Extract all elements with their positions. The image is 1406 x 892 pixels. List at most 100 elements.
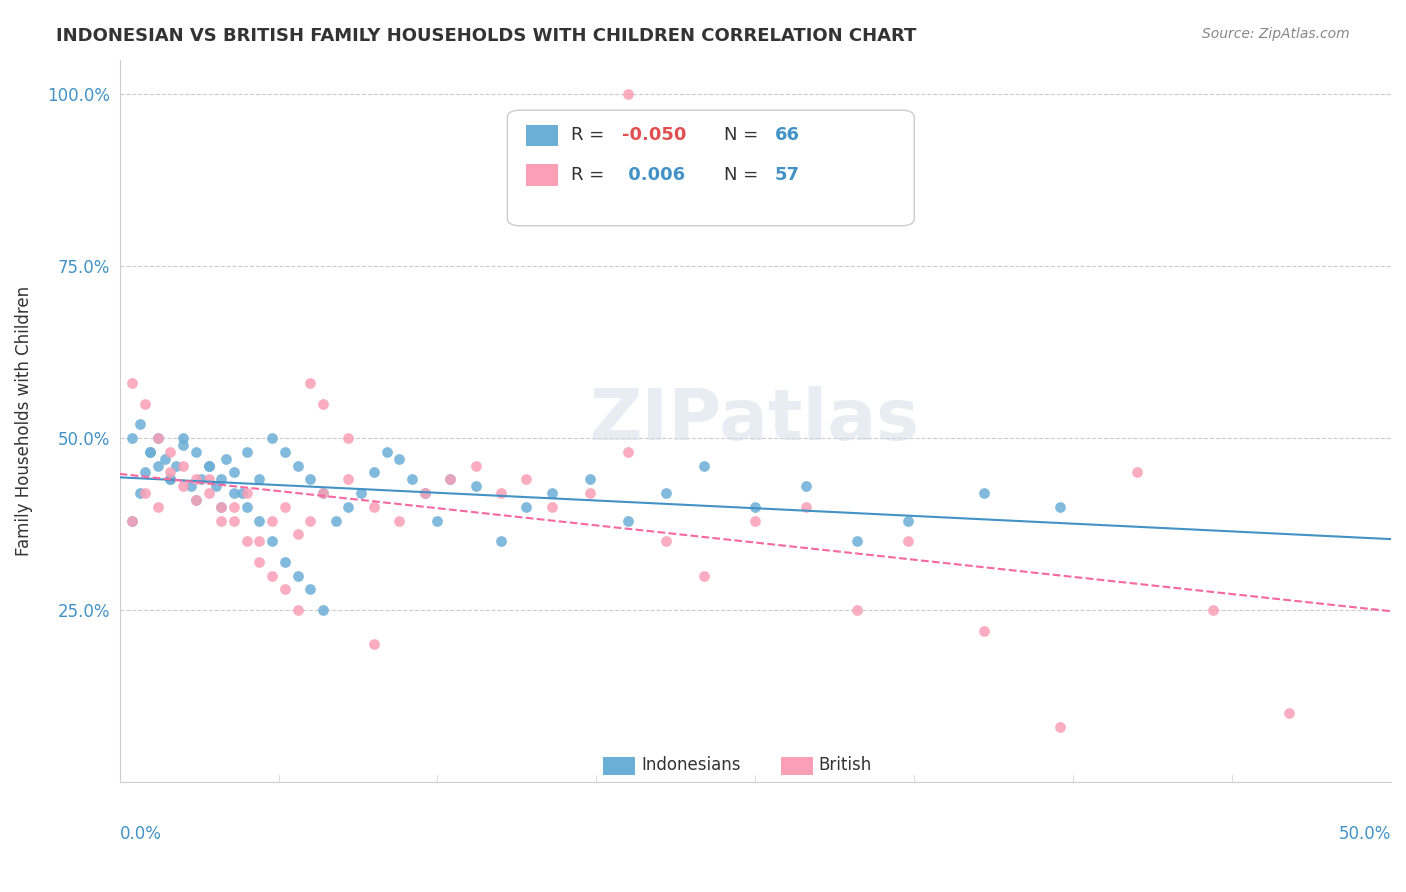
Point	[134, 466, 156, 480]
Text: R =: R =	[571, 127, 610, 145]
Text: 0.006: 0.006	[621, 166, 685, 185]
Point	[846, 603, 869, 617]
Point	[579, 472, 602, 486]
FancyBboxPatch shape	[526, 164, 558, 186]
Point	[172, 479, 194, 493]
Point	[655, 534, 678, 549]
Text: Indonesians: Indonesians	[641, 756, 741, 774]
Point	[205, 479, 228, 493]
Point	[184, 493, 207, 508]
Text: N =: N =	[724, 127, 763, 145]
FancyBboxPatch shape	[508, 111, 914, 226]
Point	[973, 624, 995, 638]
Point	[172, 431, 194, 445]
Point	[489, 534, 512, 549]
Point	[165, 458, 187, 473]
Point	[235, 534, 257, 549]
Point	[1125, 466, 1147, 480]
Point	[197, 472, 219, 486]
Point	[350, 486, 373, 500]
Point	[299, 582, 322, 597]
Point	[209, 514, 232, 528]
Point	[155, 451, 177, 466]
Point	[388, 514, 411, 528]
Point	[413, 486, 436, 500]
Point	[209, 500, 232, 514]
Point	[617, 87, 640, 101]
Point	[744, 514, 766, 528]
Point	[312, 486, 335, 500]
Point	[121, 376, 143, 390]
Point	[235, 445, 257, 459]
Point	[139, 445, 162, 459]
Point	[287, 568, 309, 582]
Point	[262, 534, 284, 549]
Point	[1049, 500, 1071, 514]
Point	[222, 466, 245, 480]
Point	[337, 472, 360, 486]
Point	[464, 479, 486, 493]
Point	[846, 534, 869, 549]
Point	[515, 472, 537, 486]
Point	[249, 472, 271, 486]
Text: R =: R =	[571, 166, 610, 185]
Point	[197, 486, 219, 500]
Point	[299, 472, 322, 486]
Text: Source: ZipAtlas.com: Source: ZipAtlas.com	[1202, 27, 1350, 41]
Point	[146, 500, 169, 514]
Point	[249, 555, 271, 569]
Point	[337, 500, 360, 514]
Point	[121, 514, 143, 528]
Text: 50.0%: 50.0%	[1339, 825, 1391, 844]
Point	[287, 527, 309, 541]
Point	[375, 445, 398, 459]
Point	[299, 376, 322, 390]
Point	[184, 445, 207, 459]
Point	[655, 486, 678, 500]
Point	[222, 486, 245, 500]
Point	[426, 514, 449, 528]
Point	[312, 486, 335, 500]
Point	[274, 555, 297, 569]
Point	[274, 582, 297, 597]
Point	[159, 445, 181, 459]
Point	[363, 466, 385, 480]
Point	[274, 500, 297, 514]
Point	[180, 479, 202, 493]
Point	[184, 472, 207, 486]
Point	[190, 472, 212, 486]
Point	[262, 514, 284, 528]
Point	[235, 486, 257, 500]
Point	[184, 493, 207, 508]
Point	[121, 514, 143, 528]
Point	[249, 514, 271, 528]
Point	[413, 486, 436, 500]
Point	[579, 486, 602, 500]
Point	[134, 486, 156, 500]
Point	[541, 486, 564, 500]
Point	[172, 438, 194, 452]
Point	[287, 603, 309, 617]
Point	[209, 472, 232, 486]
Point	[439, 472, 461, 486]
Point	[172, 458, 194, 473]
Point	[235, 500, 257, 514]
Point	[274, 445, 297, 459]
FancyBboxPatch shape	[780, 756, 813, 775]
Point	[159, 472, 181, 486]
Point	[464, 458, 486, 473]
Point	[134, 397, 156, 411]
Point	[973, 486, 995, 500]
Point	[312, 603, 335, 617]
Point	[121, 431, 143, 445]
Y-axis label: Family Households with Children: Family Households with Children	[15, 285, 32, 556]
Point	[262, 568, 284, 582]
Point	[693, 458, 716, 473]
Point	[197, 458, 219, 473]
Point	[337, 431, 360, 445]
Point	[363, 500, 385, 514]
Point	[222, 500, 245, 514]
Point	[693, 568, 716, 582]
Text: 57: 57	[775, 166, 800, 185]
Point	[215, 451, 238, 466]
